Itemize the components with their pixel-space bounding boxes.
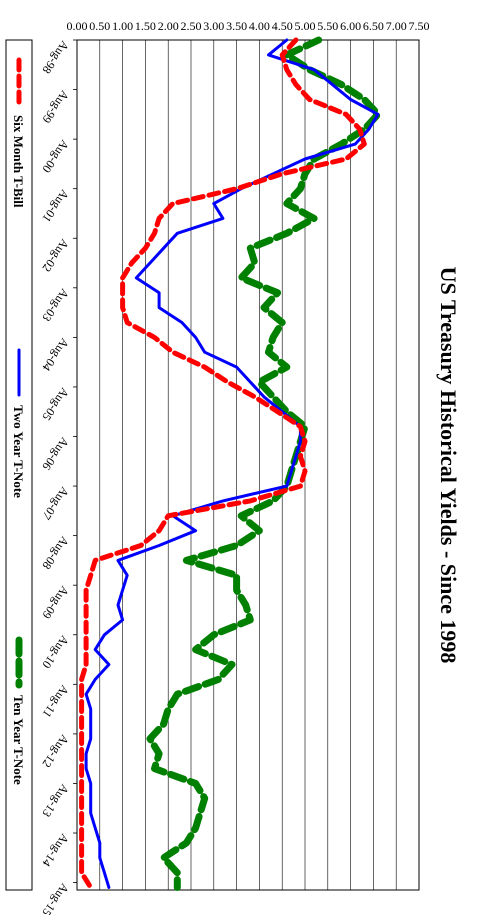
- y-tick-label: 3.00: [203, 19, 224, 33]
- legend-label: Two Year T-Note: [11, 405, 26, 498]
- y-tick-label: 2.50: [181, 19, 202, 33]
- y-tick-label: 0.50: [89, 19, 110, 33]
- x-tick-label: Aug-08: [40, 534, 73, 572]
- y-tick-label: 4.00: [249, 19, 270, 33]
- series-layer: [79, 36, 382, 891]
- x-tick-label: Aug-05: [40, 385, 73, 423]
- y-tick-label: 7.50: [409, 19, 430, 33]
- y-tick-label: 4.50: [272, 19, 293, 33]
- x-tick-label: Aug-98: [40, 38, 73, 76]
- x-tick-label: Aug-00: [40, 137, 73, 175]
- x-tick-label: Aug-11: [40, 683, 72, 721]
- x-tick-label: Aug-12: [40, 732, 73, 770]
- gridlines: [99, 40, 397, 890]
- y-tick-label: 1.50: [135, 19, 156, 33]
- series-line-six-month-t-bill: [79, 37, 367, 890]
- x-tick-label: Aug-14: [40, 831, 73, 869]
- legend: Six Month T-Bill Two Year T-Note Ten Year …: [5, 39, 33, 891]
- y-tick-label: 5.00: [295, 19, 316, 33]
- y-tick-label: 3.50: [226, 19, 247, 33]
- y-axis-ticks: 0.00 0.50 1.00 1.50 2.00 2.50 3.00 3.50 4.00 4.50…: [67, 19, 430, 33]
- x-tick-label: Aug-10: [40, 633, 73, 671]
- chart-title: US Treasury Historical Yields - Since 19…: [436, 267, 461, 664]
- x-tick-label: Aug-01: [40, 187, 73, 225]
- x-axis-ticks: Aug-98 Aug-99 Aug-00 Aug-01 Aug-02 Aug-03 Aug-…: [40, 38, 77, 919]
- y-tick-label: 7.00: [386, 19, 407, 33]
- plot-area: [76, 39, 420, 891]
- y-tick-label: 1.00: [112, 19, 133, 33]
- y-tick-label: 5.50: [317, 19, 338, 33]
- y-tick-label: 0.00: [67, 19, 88, 33]
- x-tick-label: Aug-04: [40, 336, 73, 374]
- y-tick-label: 6.50: [363, 19, 384, 33]
- x-tick-label: Aug-06: [40, 435, 73, 473]
- x-tick-label: Aug-09: [40, 583, 73, 621]
- y-tick-label: 2.00: [158, 19, 179, 33]
- x-tick-label: Aug-07: [40, 484, 73, 522]
- x-tick-label: Aug-15: [40, 881, 73, 915]
- chart-rotated-frame: 0.00 0.50 1.00 1.50 2.00 2.50 3.00 3.50 4.00 4.50…: [5, 19, 461, 919]
- x-tick-label: Aug-13: [40, 782, 73, 820]
- x-tick-label: Aug-03: [40, 286, 73, 324]
- legend-label: Six Month T-Bill: [11, 115, 26, 208]
- legend-box: [5, 39, 33, 891]
- y-tick-label: 6.00: [340, 19, 361, 33]
- legend-label: Ten Year T-Note: [11, 695, 26, 785]
- x-tick-label: Aug-99: [40, 88, 73, 126]
- x-tick-label: Aug-02: [40, 237, 73, 275]
- plot-border: [76, 39, 420, 891]
